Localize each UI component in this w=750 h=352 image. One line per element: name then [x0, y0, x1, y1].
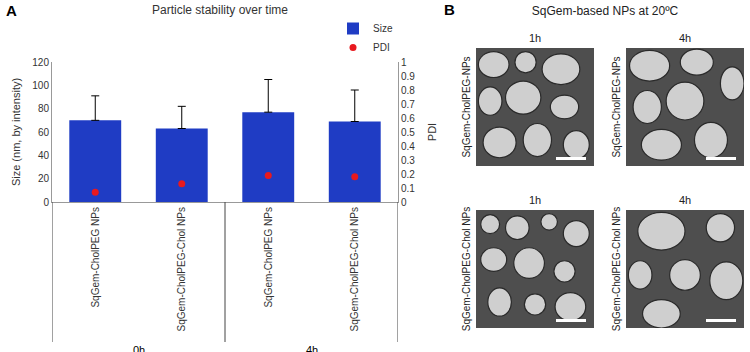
svg-text:60: 60 — [38, 127, 50, 138]
svg-text:PDI: PDI — [373, 42, 390, 53]
svg-text:Size (nm, by intensity): Size (nm, by intensity) — [10, 78, 22, 186]
svg-text:120: 120 — [32, 57, 49, 68]
svg-text:1h: 1h — [529, 32, 541, 44]
svg-text:SqGem-CholPEG-Chol NPs: SqGem-CholPEG-Chol NPs — [349, 207, 360, 331]
svg-text:0h: 0h — [133, 344, 145, 352]
svg-text:0: 0 — [43, 197, 49, 208]
svg-text:SqGem-CholPEG-Chol NPs: SqGem-CholPEG-Chol NPs — [611, 207, 622, 331]
svg-text:4h: 4h — [306, 344, 318, 352]
svg-text:0.7: 0.7 — [401, 99, 415, 110]
svg-text:SqGem-CholPEG-Chol NPs: SqGem-CholPEG-Chol NPs — [461, 207, 472, 331]
svg-text:Size: Size — [373, 23, 393, 34]
svg-text:PDI: PDI — [426, 123, 438, 141]
svg-text:SqGem-based NPs at 20ºC: SqGem-based NPs at 20ºC — [532, 4, 679, 18]
svg-text:0.5: 0.5 — [401, 127, 415, 138]
svg-text:SqGem-CholPEG-NPs: SqGem-CholPEG-NPs — [611, 56, 622, 157]
html-text:A: A — [6, 2, 17, 19]
svg-text:80: 80 — [38, 103, 50, 114]
svg-text:0.4: 0.4 — [401, 141, 415, 152]
svg-text:0.6: 0.6 — [401, 113, 415, 124]
svg-text:100: 100 — [32, 80, 49, 91]
svg-text:0.9: 0.9 — [401, 71, 415, 82]
svg-text:1: 1 — [401, 57, 407, 68]
svg-text:B: B — [444, 1, 455, 18]
svg-text:0.1: 0.1 — [401, 183, 415, 194]
svg-text:SqGem-CholPEG NPs: SqGem-CholPEG NPs — [263, 207, 274, 308]
svg-text:SqGem-CholPEG NPs: SqGem-CholPEG NPs — [90, 207, 101, 308]
svg-text:0: 0 — [401, 197, 407, 208]
svg-text:0.2: 0.2 — [401, 169, 415, 180]
svg-text:Particle stability over time: Particle stability over time — [152, 3, 288, 17]
svg-text:SqGem-CholPEG-Chol NPs: SqGem-CholPEG-Chol NPs — [176, 207, 187, 331]
svg-text:0.8: 0.8 — [401, 85, 415, 96]
svg-text:4h: 4h — [679, 194, 691, 206]
svg-text:20: 20 — [38, 173, 50, 184]
svg-text:40: 40 — [38, 150, 50, 161]
svg-text:0.3: 0.3 — [401, 155, 415, 166]
svg-text:4h: 4h — [679, 32, 691, 44]
svg-text:1h: 1h — [529, 194, 541, 206]
svg-text:SqGem-CholPEG-NPs: SqGem-CholPEG-NPs — [461, 56, 472, 157]
